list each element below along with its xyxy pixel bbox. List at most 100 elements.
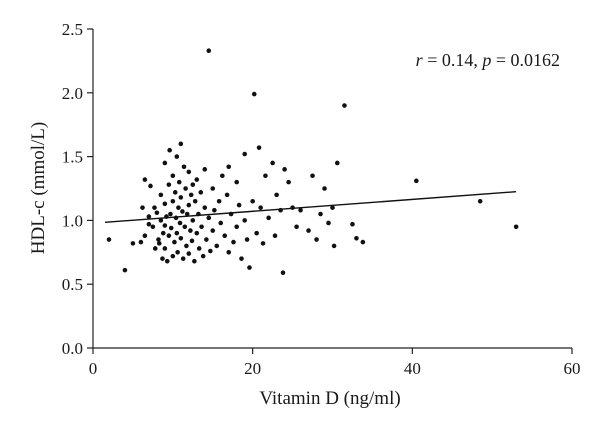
data-point xyxy=(196,246,202,251)
data-point xyxy=(172,239,177,245)
data-point xyxy=(130,241,136,246)
data-point xyxy=(184,243,189,249)
data-point xyxy=(140,205,145,210)
data-point xyxy=(334,160,340,166)
data-point xyxy=(168,225,174,231)
trend-line xyxy=(104,190,517,224)
data-point xyxy=(286,179,291,185)
data-point xyxy=(272,233,278,239)
data-point xyxy=(166,182,172,187)
data-point xyxy=(218,220,224,226)
data-point xyxy=(186,251,192,256)
y-tick-label: 0.5 xyxy=(62,275,83,294)
data-point xyxy=(242,151,247,157)
data-point xyxy=(354,235,359,241)
x-axis-ticks: 0 20 40 60 xyxy=(89,348,581,378)
data-point xyxy=(251,91,257,97)
data-point xyxy=(513,224,519,230)
data-point xyxy=(190,182,196,187)
data-point xyxy=(158,192,164,198)
data-point xyxy=(183,186,188,191)
data-point xyxy=(188,228,193,233)
y-tick-label: 0.0 xyxy=(62,339,83,358)
y-tick-label: 1.5 xyxy=(62,148,83,167)
data-point xyxy=(154,210,160,216)
data-point xyxy=(142,233,148,239)
data-points xyxy=(106,48,519,276)
data-point xyxy=(220,173,225,179)
data-point xyxy=(314,237,319,242)
data-point xyxy=(206,215,212,221)
data-point xyxy=(250,198,255,204)
data-point xyxy=(180,256,186,261)
data-point xyxy=(263,173,268,179)
data-point xyxy=(200,253,206,259)
data-point xyxy=(181,164,187,170)
data-point xyxy=(198,190,204,195)
data-point xyxy=(222,233,228,239)
data-point xyxy=(216,198,222,204)
data-point xyxy=(306,228,311,233)
data-point xyxy=(180,209,185,214)
data-point xyxy=(210,228,216,233)
data-point xyxy=(477,198,483,204)
data-point xyxy=(186,202,192,208)
y-tick-label: 2.5 xyxy=(62,20,83,39)
data-point xyxy=(176,205,181,210)
r-value: = 0.14, xyxy=(423,50,483,70)
plot-area xyxy=(92,29,572,349)
data-point xyxy=(350,221,355,227)
data-point xyxy=(164,258,170,264)
y-axis-ticks: 0.0 0.5 1.0 1.5 2.0 2.5 xyxy=(62,20,93,358)
data-point xyxy=(178,141,184,147)
data-point xyxy=(175,250,180,255)
y-tick-label: 1.0 xyxy=(62,211,83,230)
data-point xyxy=(236,202,242,208)
data-point xyxy=(260,241,266,246)
data-point xyxy=(167,147,172,153)
data-point xyxy=(186,169,192,175)
data-point xyxy=(162,160,168,166)
data-point xyxy=(178,195,184,200)
data-point xyxy=(156,237,161,242)
data-point xyxy=(360,239,366,245)
data-point xyxy=(254,230,259,236)
data-point xyxy=(294,224,299,230)
data-point xyxy=(162,246,168,251)
data-point xyxy=(162,223,168,228)
data-point xyxy=(256,145,262,150)
data-point xyxy=(189,238,195,244)
data-point xyxy=(414,178,419,184)
data-point xyxy=(234,224,239,230)
data-point xyxy=(146,221,152,227)
data-point xyxy=(172,190,178,195)
data-point xyxy=(202,205,208,210)
x-tick-label: 40 xyxy=(404,359,421,378)
y-tick-label: 2.0 xyxy=(62,84,83,103)
data-point xyxy=(199,224,204,230)
data-point xyxy=(204,237,209,242)
r-symbol: r xyxy=(416,50,424,70)
data-point xyxy=(206,48,212,53)
data-point xyxy=(106,237,112,242)
data-point xyxy=(202,167,208,172)
y-axis-title: HDL-c (mmol/L) xyxy=(28,122,49,254)
data-point xyxy=(280,270,286,276)
data-point xyxy=(170,253,176,259)
data-point xyxy=(174,154,180,159)
data-point xyxy=(258,205,263,210)
data-point xyxy=(310,173,315,179)
data-point xyxy=(122,267,128,273)
correlation-annotation: r = 0.14, p = 0.0162 xyxy=(416,50,560,70)
data-point xyxy=(138,239,144,245)
data-point xyxy=(170,198,176,204)
data-point xyxy=(158,218,164,223)
data-point xyxy=(239,256,244,261)
x-tick-label: 60 xyxy=(564,359,581,378)
data-point xyxy=(331,243,337,249)
data-point xyxy=(146,214,152,219)
data-point xyxy=(152,205,157,210)
p-value: = 0.0162 xyxy=(491,50,560,70)
data-point xyxy=(168,211,173,217)
